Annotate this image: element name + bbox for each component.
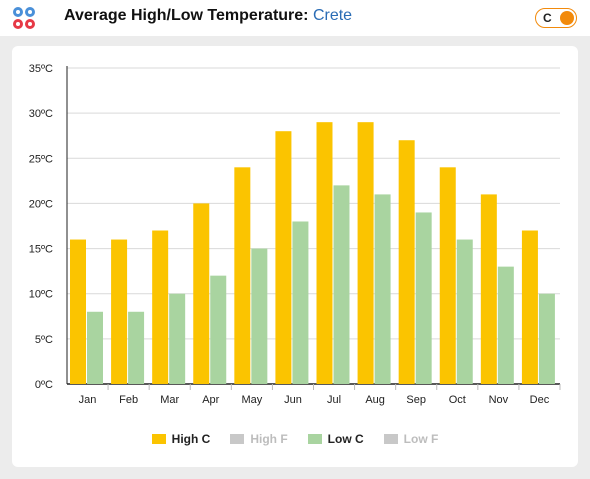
low-c-bar	[497, 266, 514, 384]
x-tick-label: Mar	[160, 394, 179, 406]
high-c-bar	[70, 239, 86, 384]
legend-swatch	[307, 434, 322, 444]
x-tick-label: Jan	[79, 394, 97, 406]
x-tick-label: May	[241, 394, 262, 406]
y-tick-label: 10ºC	[29, 289, 53, 301]
low-c-bar	[415, 212, 432, 384]
x-tick-label: Apr	[202, 394, 219, 406]
low-c-bar	[210, 275, 227, 384]
y-tick-label: 35ºC	[29, 63, 53, 75]
legend-swatch	[383, 434, 398, 444]
high-c-bar	[316, 122, 333, 385]
location-name[interactable]: Crete	[312, 7, 353, 24]
x-tick-label: Jun	[284, 394, 302, 406]
low-c-bar	[169, 293, 186, 384]
y-tick-label: 20ºC	[29, 198, 53, 210]
high-c-bar	[275, 131, 292, 384]
high-c-bar	[480, 194, 497, 384]
x-tick-label: Feb	[119, 394, 138, 406]
high-c-bar	[439, 167, 456, 384]
high-c-bar	[152, 230, 169, 384]
unit-toggle[interactable]: C	[535, 8, 577, 28]
low-c-bar	[456, 239, 473, 384]
high-c-bar	[521, 230, 538, 384]
high-c-bar	[193, 203, 210, 384]
high-c-bar	[398, 140, 415, 384]
chart-legend: High C High F Low C Low F	[12, 429, 578, 449]
y-tick-label: 5ºC	[35, 334, 53, 346]
x-tick-label: Dec	[530, 394, 550, 406]
legend-item[interactable]: Low C	[307, 432, 364, 446]
low-c-bar	[292, 221, 309, 384]
chart-card: 0ºC 5ºC 10ºC 15ºC 20ºC 25ºC 30ºC 35ºC Jan Feb Mar A…	[12, 46, 578, 467]
header-bar: Average High/Low Temperature: Crete C	[0, 0, 590, 36]
legend-swatch	[151, 434, 166, 444]
legend-label: High C	[171, 432, 211, 446]
low-c-bar	[333, 185, 350, 384]
y-tick-label: 25ºC	[29, 153, 53, 165]
y-tick-label: 15ºC	[29, 244, 53, 256]
x-tick-label: Sep	[406, 394, 426, 406]
low-c-bar	[538, 293, 555, 384]
x-tick-label: Aug	[365, 394, 385, 406]
legend-item[interactable]: High F	[230, 432, 288, 446]
legend-item[interactable]: High C	[151, 432, 211, 446]
high-c-bar	[357, 122, 374, 385]
page-title: Average High/Low Temperature: Crete	[64, 7, 352, 25]
legend-item[interactable]: Low F	[383, 432, 439, 446]
y-tick-label: 30ºC	[29, 108, 53, 120]
legend-label: Low F	[403, 432, 439, 446]
low-c-bar	[251, 248, 268, 384]
legend-label: High F	[250, 432, 288, 446]
high-c-bar	[111, 239, 128, 384]
high-c-bar	[234, 167, 251, 384]
x-tick-label: Nov	[489, 394, 509, 406]
low-c-bar	[87, 311, 103, 384]
legend-label: Low C	[327, 432, 364, 446]
x-tick-label: Oct	[449, 394, 466, 406]
y-tick-label: 0ºC	[35, 379, 53, 391]
weather-app-logo-icon	[13, 7, 35, 29]
low-c-bar	[374, 194, 391, 384]
toggle-knob	[560, 11, 574, 25]
legend-swatch	[230, 434, 245, 444]
unit-toggle-label: C	[543, 11, 552, 25]
x-tick-label: Jul	[327, 394, 341, 406]
temperature-bar-chart: 0ºC 5ºC 10ºC 15ºC 20ºC 25ºC 30ºC 35ºC Jan Feb Mar A…	[29, 63, 561, 406]
low-c-bar	[128, 311, 145, 384]
page-title-text: Average High/Low Temperature:	[64, 7, 309, 24]
